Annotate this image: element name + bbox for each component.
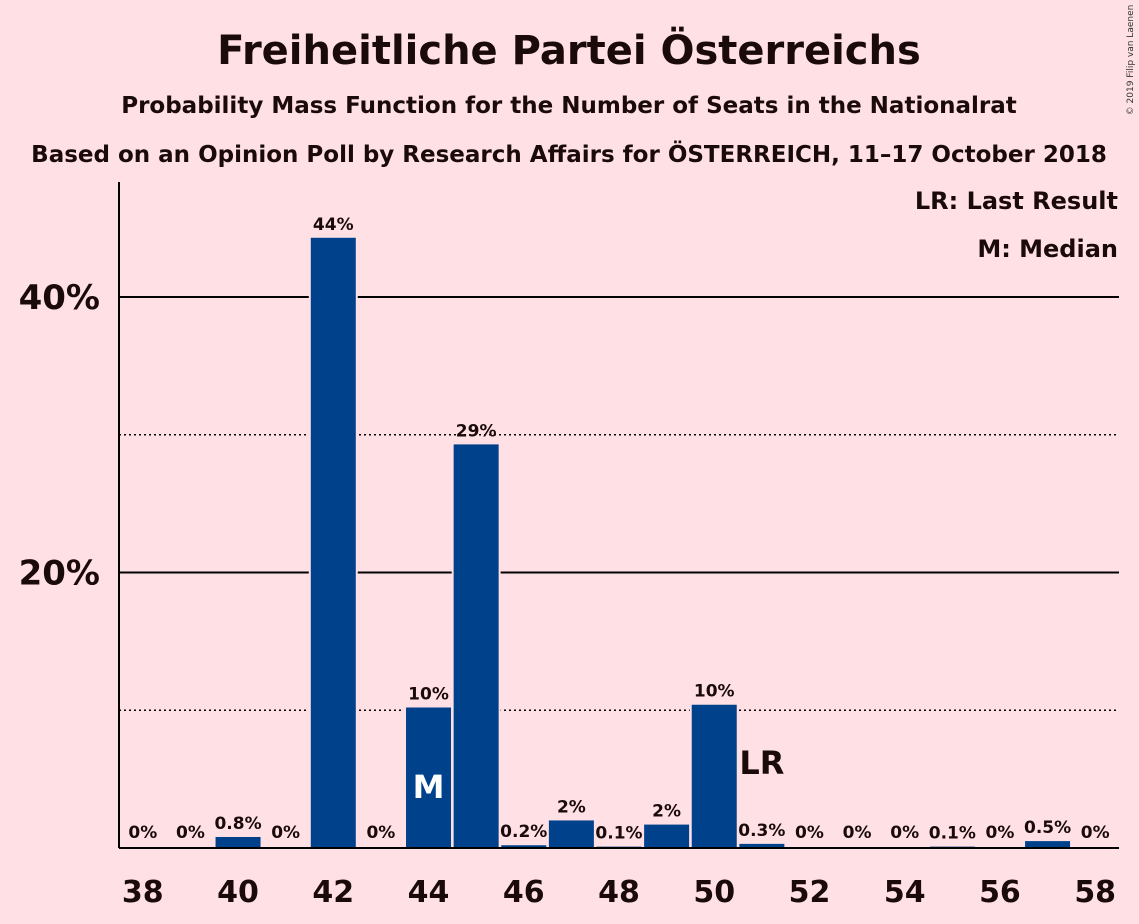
chart-subtitle: Probability Mass Function for the Number…: [121, 93, 1017, 119]
data-label: 2%: [557, 797, 586, 817]
data-label: 0%: [986, 823, 1015, 843]
data-label: 0%: [128, 823, 157, 843]
y-tick-label: 40%: [19, 278, 100, 318]
bars: [213, 235, 1073, 848]
y-tick-label: 20%: [19, 554, 100, 594]
bar-halo: [927, 844, 977, 848]
bar: [548, 820, 594, 848]
data-label: 0%: [1081, 823, 1110, 843]
bar: [501, 845, 547, 848]
bar: [453, 444, 499, 848]
data-label: 2%: [652, 802, 681, 822]
data-label: 10%: [694, 682, 735, 702]
median-marker: M: [413, 768, 445, 806]
data-label: 0%: [271, 823, 300, 843]
data-label: 0.1%: [929, 824, 976, 844]
last-result-marker: LR: [739, 744, 784, 782]
data-label: 0%: [890, 823, 919, 843]
legend-median: M: Median: [977, 235, 1118, 263]
x-tick-label: 40: [217, 875, 259, 910]
x-tick-label: 58: [1074, 875, 1116, 910]
chart-title: Freiheitliche Partei Österreichs: [217, 26, 921, 74]
data-label: 0%: [795, 823, 824, 843]
data-label: 44%: [313, 215, 354, 235]
copyright-notice: © 2019 Filip van Laenen: [1126, 5, 1136, 116]
data-label: 0.3%: [738, 821, 785, 841]
x-tick-label: 54: [884, 875, 926, 910]
x-axis-ticks: 38 40 42 44 46 48 50 52 54 56 58: [122, 875, 1116, 910]
bar: [310, 237, 356, 848]
data-label: 0.2%: [500, 822, 547, 842]
x-tick-label: 50: [693, 875, 735, 910]
bar: [644, 824, 690, 848]
gridlines: [119, 296, 1119, 711]
bar: [215, 836, 261, 848]
bar-halo: [594, 844, 644, 848]
data-label: 29%: [456, 421, 497, 441]
data-label: 0.5%: [1024, 818, 1071, 838]
x-tick-label: 42: [312, 875, 354, 910]
data-label: 0%: [366, 823, 395, 843]
markers: M LR: [413, 744, 785, 806]
bar: [739, 843, 785, 848]
x-tick-label: 38: [122, 875, 164, 910]
x-tick-label: 44: [408, 875, 450, 910]
data-label: 10%: [408, 684, 449, 704]
chart-source: Based on an Opinion Poll by Research Aff…: [31, 140, 1107, 168]
legend-last-result: LR: Last Result: [915, 187, 1118, 215]
bar: [406, 707, 452, 848]
data-labels: 0% 0% 0.8% 0% 44% 0% 10% 29% 0.2% 2% 0.1% 2% 10% 0.3%…: [128, 215, 1109, 844]
data-label: 0.8%: [214, 814, 261, 834]
data-label: 0%: [843, 823, 872, 843]
data-label: 0.1%: [595, 824, 642, 844]
y-axis-ticks: 20% 40%: [19, 278, 100, 594]
x-tick-label: 46: [503, 875, 545, 910]
x-tick-label: 48: [598, 875, 640, 910]
bar: [691, 704, 737, 848]
data-label: 0%: [176, 823, 205, 843]
x-tick-label: 56: [979, 875, 1021, 910]
x-tick-label: 52: [789, 875, 831, 910]
bar: [1025, 841, 1071, 848]
